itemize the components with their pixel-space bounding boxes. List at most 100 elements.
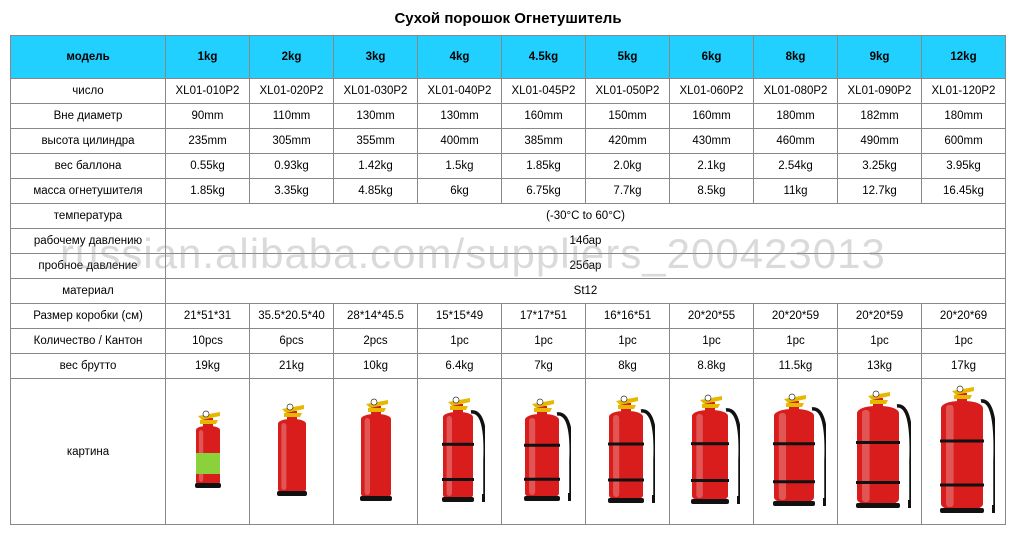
table-cell: 1pc	[586, 329, 670, 354]
header-col: 12kg	[922, 36, 1006, 79]
extinguisher-image-cell	[418, 379, 502, 525]
table-cell: 1pc	[502, 329, 586, 354]
header-col: 8kg	[754, 36, 838, 79]
row-span-value: 14бар	[166, 229, 1006, 254]
extinguisher-icon	[276, 399, 308, 502]
table-cell: 35.5*20.5*40	[250, 304, 334, 329]
table-cell: 13kg	[838, 354, 922, 379]
row-label: температура	[11, 204, 166, 229]
extinguisher-image-cell	[166, 379, 250, 525]
table-cell: 7kg	[502, 354, 586, 379]
table-cell: XL01-040P2	[418, 79, 502, 104]
row-label: вес баллона	[11, 154, 166, 179]
table-cell: 180mm	[754, 104, 838, 129]
extinguisher-icon	[933, 381, 995, 519]
table-cell: 7.7kg	[586, 179, 670, 204]
table-cell: 2pcs	[334, 329, 418, 354]
table-cell: 28*14*45.5	[334, 304, 418, 329]
row-label: Размер коробки (см)	[11, 304, 166, 329]
page-title: Сухой порошок Огнетушитель	[10, 10, 1006, 27]
table-cell: XL01-020P2	[250, 79, 334, 104]
row-label: число	[11, 79, 166, 104]
table-cell: XL01-060P2	[670, 79, 754, 104]
table-cell: 20*20*69	[922, 304, 1006, 329]
table-cell: 130mm	[334, 104, 418, 129]
table-cell: 0.93kg	[250, 154, 334, 179]
table-cell: 1pc	[418, 329, 502, 354]
table-cell: XL01-045P2	[502, 79, 586, 104]
header-col: 3kg	[334, 36, 418, 79]
extinguisher-image-cell	[754, 379, 838, 525]
spec-table: модель1kg2kg3kg4kg4.5kg5kg6kg8kg9kg12kg …	[10, 35, 1006, 525]
header-model: модель	[11, 36, 166, 79]
table-cell: 400mm	[418, 129, 502, 154]
table-cell: 385mm	[502, 129, 586, 154]
table-cell: 1pc	[922, 329, 1006, 354]
extinguisher-icon	[684, 390, 740, 510]
row-label: рабочему давлению	[11, 229, 166, 254]
table-cell: 11.5kg	[754, 354, 838, 379]
row-label: масса огнетушителя	[11, 179, 166, 204]
table-cell: 2.1kg	[670, 154, 754, 179]
table-cell: 6pcs	[250, 329, 334, 354]
table-cell: 20*20*59	[754, 304, 838, 329]
table-cell: 20*20*55	[670, 304, 754, 329]
row-span-value: St12	[166, 279, 1006, 304]
table-cell: 150mm	[586, 104, 670, 129]
table-cell: XL01-050P2	[586, 79, 670, 104]
extinguisher-image-cell	[922, 379, 1006, 525]
table-cell: XL01-080P2	[754, 79, 838, 104]
extinguisher-icon	[359, 394, 393, 507]
table-cell: 8.8kg	[670, 354, 754, 379]
table-cell: 6kg	[418, 179, 502, 204]
table-cell: 490mm	[838, 129, 922, 154]
table-cell: 1.5kg	[418, 154, 502, 179]
table-cell: 160mm	[502, 104, 586, 129]
table-cell: 15*15*49	[418, 304, 502, 329]
row-label: Вне диаметр	[11, 104, 166, 129]
table-cell: 420mm	[586, 129, 670, 154]
extinguisher-icon	[517, 394, 571, 507]
table-cell: 8kg	[586, 354, 670, 379]
table-cell: 1.85kg	[502, 154, 586, 179]
row-label: пробное давление	[11, 254, 166, 279]
header-col: 1kg	[166, 36, 250, 79]
header-col: 9kg	[838, 36, 922, 79]
table-cell: 16*16*51	[586, 304, 670, 329]
table-cell: 160mm	[670, 104, 754, 129]
table-cell: XL01-030P2	[334, 79, 418, 104]
row-label: Количество / Кантон	[11, 329, 166, 354]
table-cell: 182mm	[838, 104, 922, 129]
table-cell: 12.7kg	[838, 179, 922, 204]
extinguisher-image-cell	[334, 379, 418, 525]
row-span-value: (-30°C to 60°C)	[166, 204, 1006, 229]
table-cell: 1pc	[838, 329, 922, 354]
extinguisher-icon	[435, 392, 485, 508]
table-cell: 16.45kg	[922, 179, 1006, 204]
table-cell: 6.4kg	[418, 354, 502, 379]
row-label-picture: картина	[11, 379, 166, 525]
header-col: 4.5kg	[502, 36, 586, 79]
table-cell: 305mm	[250, 129, 334, 154]
table-cell: 3.35kg	[250, 179, 334, 204]
table-cell: XL01-090P2	[838, 79, 922, 104]
row-span-value: 25бар	[166, 254, 1006, 279]
table-cell: 19kg	[166, 354, 250, 379]
table-cell: 235mm	[166, 129, 250, 154]
table-cell: 430mm	[670, 129, 754, 154]
table-cell: 17kg	[922, 354, 1006, 379]
table-cell: 1pc	[754, 329, 838, 354]
header-col: 2kg	[250, 36, 334, 79]
table-cell: 10kg	[334, 354, 418, 379]
table-cell: XL01-010P2	[166, 79, 250, 104]
extinguisher-icon	[601, 391, 655, 509]
extinguisher-image-cell	[502, 379, 586, 525]
table-cell: 2.54kg	[754, 154, 838, 179]
header-col: 5kg	[586, 36, 670, 79]
extinguisher-image-cell	[586, 379, 670, 525]
table-cell: 3.25kg	[838, 154, 922, 179]
row-label: вес брутто	[11, 354, 166, 379]
table-cell: 110mm	[250, 104, 334, 129]
extinguisher-icon	[849, 386, 911, 514]
row-label: высота цилиндра	[11, 129, 166, 154]
